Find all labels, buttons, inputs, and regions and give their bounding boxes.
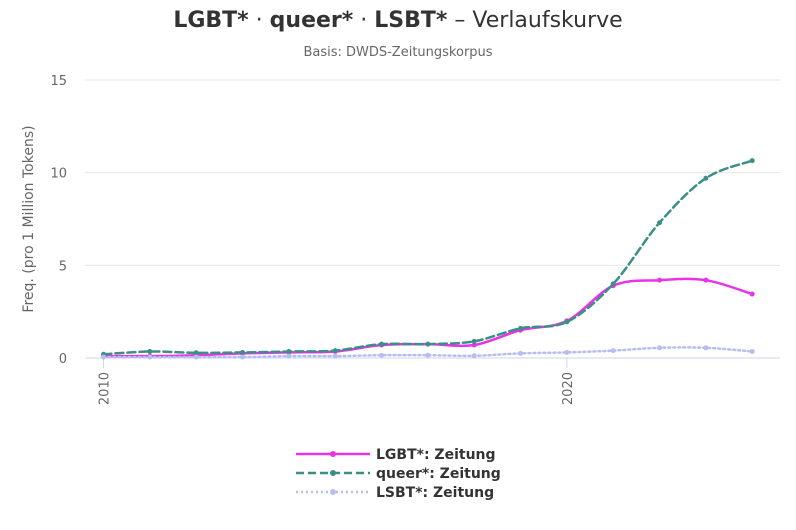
legend-label: LGBT*: Zeitung [376, 447, 496, 463]
data-point [518, 350, 524, 356]
data-point [425, 352, 431, 358]
title-term-lgbt: LGBT* [173, 8, 249, 33]
data-point [564, 349, 570, 355]
chart-subtitle: Basis: DWDS-Zeitungskorpus [303, 45, 493, 60]
data-point [657, 345, 663, 351]
series-line [102, 159, 754, 356]
x-axis-ticks: 2010 2020 [98, 358, 576, 405]
title-separator-1: · [248, 8, 270, 33]
y-tick-label: 5 [59, 259, 67, 274]
y-tick-label: 0 [59, 352, 67, 367]
title-separator-2: · [353, 8, 375, 33]
data-point [657, 220, 663, 226]
data-point [471, 338, 477, 344]
data-point [147, 354, 153, 360]
data-point [703, 345, 709, 351]
data-point [240, 354, 246, 360]
data-point [240, 349, 246, 355]
series-2 [101, 345, 755, 360]
y-tick-label: 10 [50, 167, 67, 182]
data-point [564, 319, 570, 325]
data-point [332, 348, 338, 354]
data-point [610, 348, 616, 354]
data-point [518, 325, 524, 331]
x-tick-label: 2010 [98, 372, 113, 405]
legend-item-0[interactable]: LGBT*: Zeitung [296, 447, 496, 463]
chart-title: LGBT* · queer* · LSBT* – Verlaufskurve [0, 8, 796, 33]
series-1 [101, 158, 755, 357]
data-point [749, 291, 755, 297]
legend-marker [330, 451, 336, 457]
legend-marker [330, 489, 336, 495]
data-point [193, 354, 199, 360]
y-tick-label: 15 [50, 74, 67, 89]
legend-item-2[interactable]: LSBT*: Zeitung [296, 485, 494, 501]
data-point [471, 342, 477, 348]
y-axis-title: Freq. (pro 1 Million Tokens) [21, 125, 37, 312]
data-point [749, 349, 755, 355]
data-point [379, 341, 385, 347]
legend-label: queer*: Zeitung [376, 466, 501, 482]
series-layer [101, 158, 755, 360]
data-point [657, 277, 663, 283]
title-term-queer: queer* [269, 8, 354, 33]
x-tick-label: 2020 [561, 372, 576, 405]
data-point [703, 175, 709, 181]
data-point [332, 353, 338, 359]
grid-lines [85, 79, 780, 359]
legend: LGBT*: Zeitung queer*: Zeitung LSBT*: Zeit… [296, 447, 501, 501]
data-point [749, 158, 755, 164]
data-point [379, 352, 385, 358]
legend-marker [330, 470, 336, 476]
data-point [471, 353, 477, 359]
data-point [286, 353, 292, 359]
data-point [193, 350, 199, 356]
data-point [286, 349, 292, 355]
data-point [101, 354, 107, 360]
legend-item-1[interactable]: queer*: Zeitung [296, 466, 501, 482]
data-point [610, 281, 616, 287]
data-point [425, 341, 431, 347]
y-axis-ticks: 0 5 10 15 [50, 74, 67, 367]
data-point [703, 277, 709, 283]
legend-label: LSBT*: Zeitung [376, 485, 494, 501]
data-point [147, 349, 153, 355]
title-term-lsbt: LSBT* [374, 8, 448, 33]
title-suffix: – Verlaufskurve [447, 8, 623, 33]
